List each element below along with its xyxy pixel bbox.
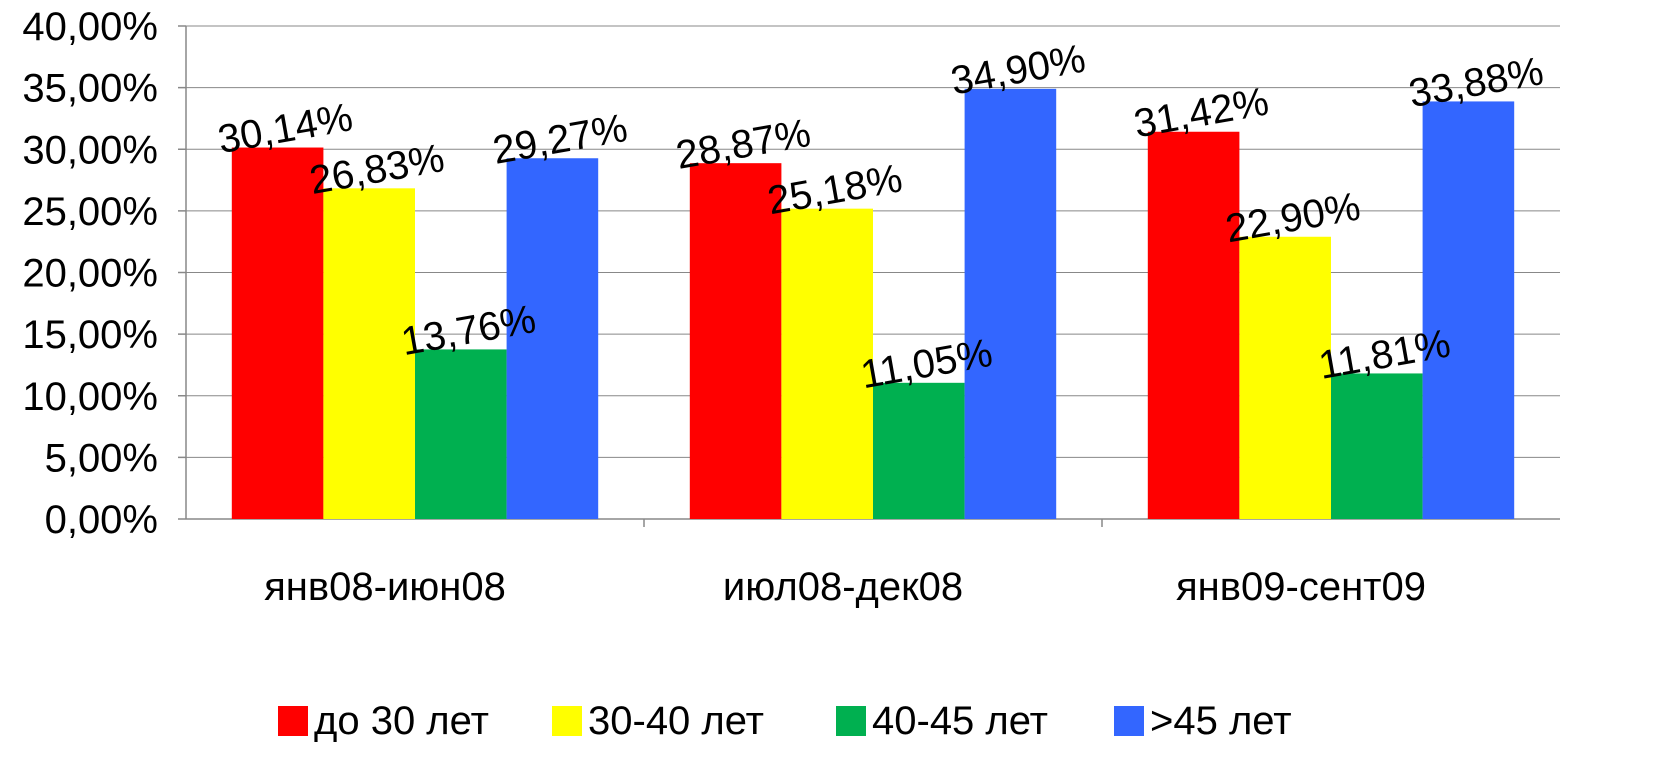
y-tick-label: 20,00% [22,252,158,296]
bar [781,208,873,519]
bar [1147,131,1240,519]
y-tick-label: 35,00% [22,67,158,111]
bar [323,188,415,519]
legend-swatch [278,706,308,736]
legend-label: 30-40 лет [588,699,764,743]
x-category-label: янв09-сент09 [1176,565,1426,609]
bar [1239,236,1331,519]
y-tick-label: 15,00% [22,313,158,357]
legend-label: до 30 лет [314,699,489,743]
bar [689,163,782,519]
legend-swatch [552,706,582,736]
y-axis-tick-labels: 0,00% 5,00% 10,00% 15,00% 20,00% 25,00% 30,00%… [22,5,158,542]
legend: до 30 лет 30-40 лет 40-45 лет >45 лет [278,699,1292,743]
legend-label: >45 лет [1150,699,1292,743]
bar [1422,101,1515,519]
bar [231,147,324,519]
legend-swatch [1114,706,1144,736]
bar [415,349,507,519]
x-axis-category-labels: янв08-июн08 июл08-дек08 янв09-сент09 [264,565,1426,609]
y-tick-label: 10,00% [22,375,158,419]
y-tick-label: 40,00% [22,5,158,49]
y-tick-label: 0,00% [45,498,158,542]
y-tick-label: 25,00% [22,190,158,234]
bar [873,382,965,519]
y-tick-label: 5,00% [45,436,158,480]
x-category-label: июл08-дек08 [723,565,963,609]
y-tick-label: 30,00% [22,128,158,172]
bar [506,158,599,519]
legend-label: 40-45 лет [872,699,1048,743]
bar [1331,373,1423,519]
bars [231,88,1515,520]
x-category-label: янв08-июн08 [264,565,506,609]
legend-swatch [836,706,866,736]
bar [964,88,1057,520]
